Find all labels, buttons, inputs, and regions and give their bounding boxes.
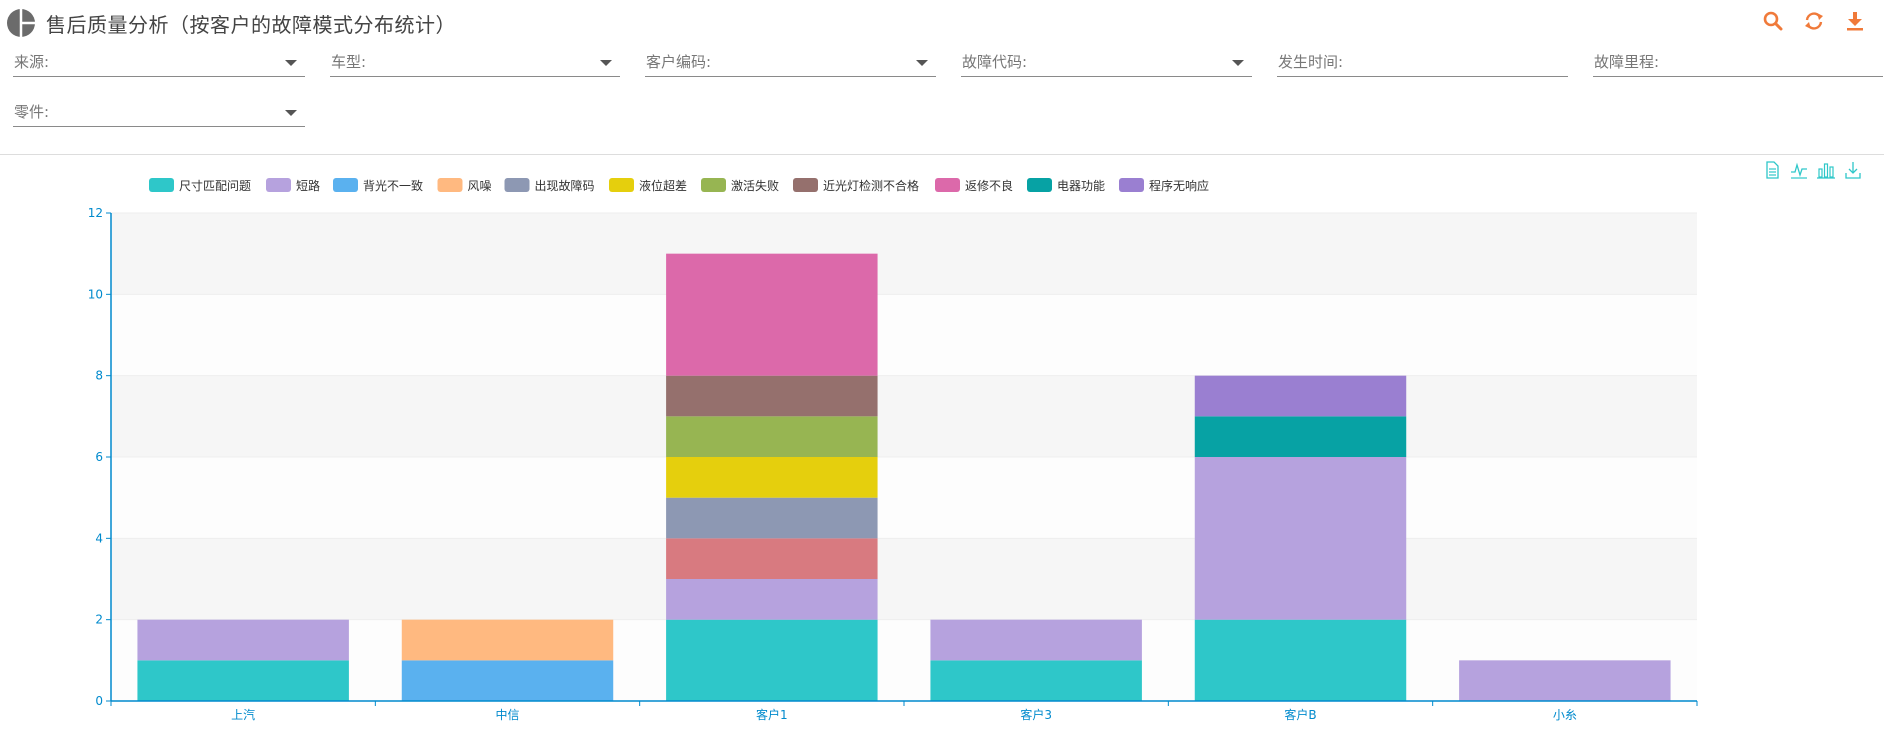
legend-swatch[interactable] xyxy=(149,178,174,192)
grid-band xyxy=(111,457,1697,539)
legend-label[interactable]: 返修不良 xyxy=(965,178,1013,193)
legend-swatch[interactable] xyxy=(935,178,960,192)
legend-swatch[interactable] xyxy=(504,178,530,192)
bar-segment xyxy=(401,619,614,661)
bar-segment xyxy=(666,416,878,457)
x-tick-label: 客户1 xyxy=(756,707,788,722)
bar-segment xyxy=(930,619,1142,661)
bar-segment xyxy=(666,619,878,701)
bar-chart-icon[interactable] xyxy=(1816,160,1836,180)
save-image-icon[interactable] xyxy=(1843,160,1863,180)
fault-mileage-label: 故障里程: xyxy=(1594,53,1660,71)
x-tick-label: 客户B xyxy=(1284,707,1316,722)
app-header: 售后质量分析（按客户的故障模式分布统计） xyxy=(0,0,1884,44)
legend-label[interactable]: 激活失败 xyxy=(731,178,779,193)
grid-band xyxy=(111,619,1697,701)
legend-swatch[interactable] xyxy=(333,178,358,192)
stacked-bar-chart: 0 2 4 6 8 10 12 上汽 中信 客户1 客户3 客户B 小糸 尺寸匹配问题 短路 背光不一致 风噪 出… xyxy=(88,178,1698,722)
chevron-down-icon xyxy=(600,60,612,66)
y-tick-label: 2 xyxy=(95,613,103,627)
legend-label[interactable]: 背光不一致 xyxy=(363,179,423,193)
bar-segment xyxy=(1194,416,1407,457)
legend-swatch[interactable] xyxy=(266,178,291,192)
chevron-down-icon xyxy=(1232,60,1244,66)
grid-band xyxy=(111,538,1697,620)
customer-code-label: 客户编码: xyxy=(646,53,712,71)
chevron-down-icon xyxy=(285,110,297,116)
vehicle-model-label: 车型: xyxy=(331,53,367,71)
bar-segment xyxy=(401,660,614,701)
y-tick-label: 10 xyxy=(88,287,103,301)
legend-label[interactable]: 电器功能 xyxy=(1057,179,1105,193)
bar-segment xyxy=(666,375,878,417)
legend-label[interactable]: 出现故障码 xyxy=(535,178,595,193)
fault-code-label: 故障代码: xyxy=(962,53,1028,71)
x-tick-label: 中信 xyxy=(495,707,519,722)
y-tick-label: 8 xyxy=(95,369,103,383)
filter-panel: 来源: 车型: 客户编码: 故障代码: 发生时间: 故障里程: 零件: xyxy=(0,48,1884,155)
search-icon[interactable] xyxy=(1761,9,1785,33)
y-tick-label: 0 xyxy=(95,694,103,708)
bar-segment xyxy=(137,619,349,661)
legend-label[interactable]: 液位超差 xyxy=(639,178,687,193)
chevron-down-icon xyxy=(916,60,928,66)
fault-mileage-field[interactable]: 故障里程: xyxy=(1593,48,1883,77)
legend-label[interactable]: 近光灯检测不合格 xyxy=(823,178,919,193)
legend-label[interactable]: 程序无响应 xyxy=(1149,178,1209,193)
part-label: 零件: xyxy=(14,103,50,121)
fault-code-select[interactable]: 故障代码: xyxy=(961,48,1252,77)
refresh-icon[interactable] xyxy=(1802,9,1826,33)
legend-swatch[interactable] xyxy=(437,178,463,192)
data-view-icon[interactable] xyxy=(1762,160,1782,180)
bar-segment xyxy=(1194,375,1407,417)
bar-segment xyxy=(930,660,1142,701)
part-select[interactable]: 零件: xyxy=(13,98,305,127)
source-label: 来源: xyxy=(14,53,50,71)
bar-segment xyxy=(137,660,349,701)
occurrence-time-label: 发生时间: xyxy=(1278,53,1344,71)
grid-band xyxy=(111,294,1697,376)
line-chart-icon[interactable] xyxy=(1789,160,1809,180)
y-tick-label: 12 xyxy=(88,206,103,220)
bar-segment xyxy=(666,538,878,579)
y-tick-label: 6 xyxy=(95,450,103,464)
legend-swatch[interactable] xyxy=(701,178,726,192)
bar-segment xyxy=(1194,457,1407,620)
legend-swatch[interactable] xyxy=(609,178,634,192)
legend-label[interactable]: 风噪 xyxy=(468,179,492,193)
legend-swatch[interactable] xyxy=(793,178,818,192)
occurrence-time-field[interactable]: 发生时间: xyxy=(1277,48,1568,77)
page-title: 售后质量分析（按客户的故障模式分布统计） xyxy=(46,13,456,37)
bar-segment xyxy=(666,497,878,539)
legend-label[interactable]: 短路 xyxy=(296,178,320,193)
pie-chart-logo-icon xyxy=(7,9,35,37)
download-icon[interactable] xyxy=(1843,9,1867,33)
y-tick-label: 4 xyxy=(95,531,103,545)
grid-band xyxy=(111,375,1697,457)
customer-code-select[interactable]: 客户编码: xyxy=(645,48,936,77)
bar-segment xyxy=(666,579,878,620)
x-tick-label: 客户3 xyxy=(1020,707,1052,722)
source-select[interactable]: 来源: xyxy=(13,48,305,77)
legend-label[interactable]: 尺寸匹配问题 xyxy=(179,179,251,193)
x-tick-label: 上汽 xyxy=(231,707,255,722)
x-tick-label: 小糸 xyxy=(1553,708,1577,722)
bar-segment xyxy=(666,457,878,498)
grid-band xyxy=(111,213,1697,295)
bar-segment xyxy=(1459,660,1671,701)
legend-swatch[interactable] xyxy=(1119,178,1144,192)
bar-segment xyxy=(666,253,878,376)
vehicle-model-select[interactable]: 车型: xyxy=(330,48,620,77)
legend-swatch[interactable] xyxy=(1027,178,1052,192)
chevron-down-icon xyxy=(285,60,297,66)
bar-segment xyxy=(1194,619,1407,701)
